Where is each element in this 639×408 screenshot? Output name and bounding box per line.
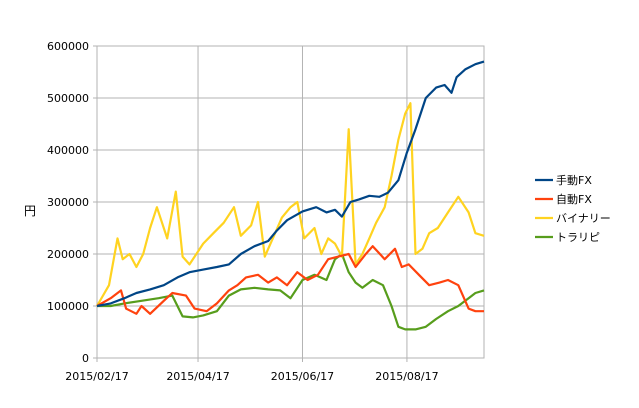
y-tick-label: 500000 [47,92,89,105]
y-tick-label: 200000 [47,248,89,261]
x-tick-label: 2015/02/17 [65,370,128,383]
series-line-2 [96,245,484,315]
gridlines [96,45,485,359]
legend-entry: バイナリー [556,212,611,225]
x-tick-label: 2015/06/17 [271,370,334,383]
y-axis-label: 円 [24,204,36,218]
series-lines [96,60,485,331]
y-tick-label: 300000 [47,196,89,209]
y-tick-label: 400000 [47,144,89,157]
series-line-1 [96,60,485,308]
y-axis: 0 100000 200000 300000 400000 500000 600000 [47,40,97,365]
series-line-4 [97,252,485,331]
series-line-3 [96,102,485,307]
legend-entry: 手動FX [556,173,592,187]
y-tick-label: 100000 [47,300,89,313]
x-tick-label: 2015/04/17 [166,370,229,383]
x-tick-label: 2015/08/17 [375,370,438,383]
legend-entry: トラリピ [556,231,600,244]
y-tick-label: 600000 [47,40,89,53]
legend-entry: 自動FX [556,192,592,206]
y-tick-label: 0 [82,352,89,365]
x-axis: 2015/02/17 2015/04/17 2015/06/17 2015/08/17 [65,358,439,383]
